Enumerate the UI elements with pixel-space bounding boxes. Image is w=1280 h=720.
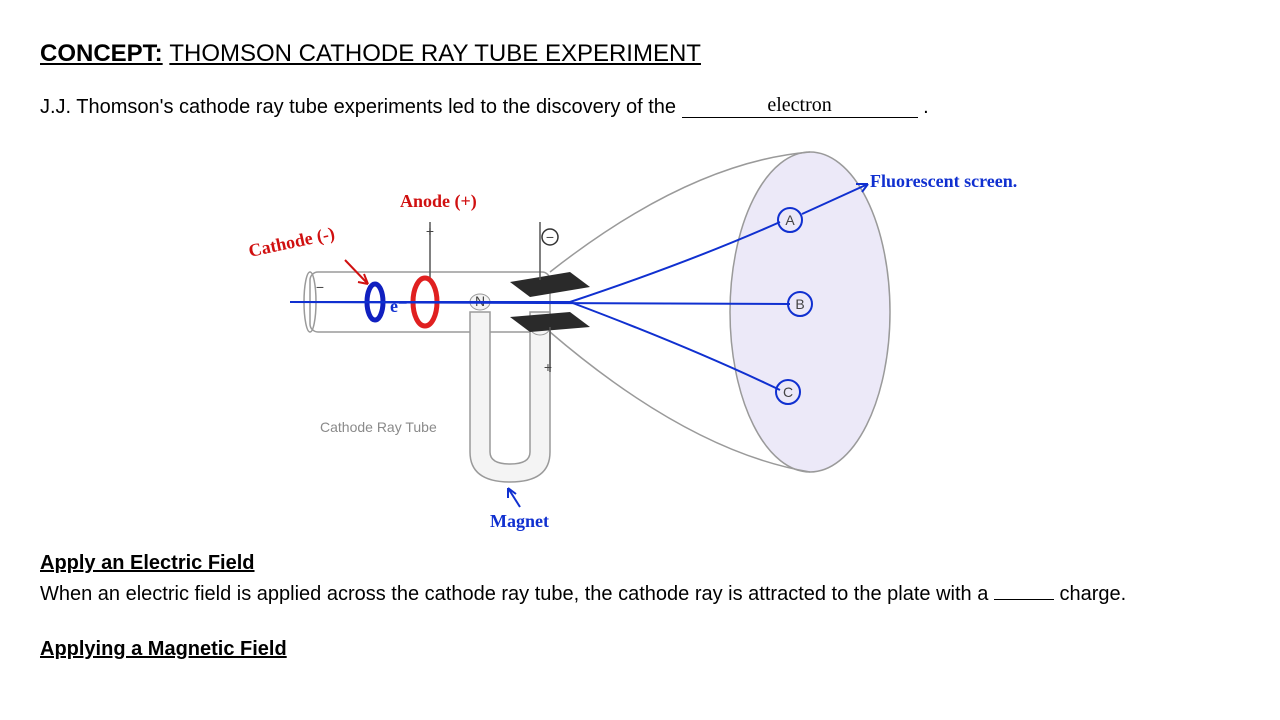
intro-text: J.J. Thomson's cathode ray tube experime… — [40, 96, 1240, 120]
cathode-label: Cathode (-) — [247, 223, 337, 262]
magnet-label: Magnet — [490, 511, 549, 531]
section1-before: When an electric field is applied across… — [40, 583, 994, 605]
anode-label: Anode (+) — [400, 191, 477, 212]
section1-heading: Apply an Electric Field — [40, 552, 1240, 575]
letter-a: A — [785, 212, 795, 228]
anode-plus: + — [426, 223, 434, 239]
section2-heading: Applying a Magnetic Field — [40, 638, 1240, 661]
screen-label: Fluorescent screen. — [870, 171, 1017, 191]
intro-after: . — [923, 96, 929, 118]
section1-blank — [994, 599, 1054, 600]
magnet-body — [470, 312, 550, 482]
cathode-minus: − — [316, 279, 324, 295]
plate-top — [510, 272, 590, 297]
intro-fill: electron — [682, 94, 918, 118]
page-title: CONCEPT: THOMSON CATHODE RAY TUBE EXPERI… — [40, 40, 1240, 68]
plate-minus-label: − — [546, 229, 554, 245]
magnet-arrow — [508, 488, 520, 507]
letter-c: C — [783, 384, 793, 400]
section1-after: charge. — [1059, 583, 1126, 605]
plate-plus-label: + — [544, 359, 552, 375]
concept-label: CONCEPT: — [40, 40, 163, 67]
concept-title: THOMSON CATHODE RAY TUBE EXPERIMENT — [169, 40, 701, 67]
crt-label: Cathode Ray Tube — [320, 419, 437, 435]
letter-b: B — [795, 296, 804, 312]
section1-text: When an electric field is applied across… — [40, 583, 1240, 606]
electron-label: e⁻ — [390, 296, 408, 316]
intro-before: J.J. Thomson's cathode ray tube experime… — [40, 96, 682, 118]
crt-diagram: N S − + + − e⁻ A B C Cat — [40, 132, 1240, 532]
